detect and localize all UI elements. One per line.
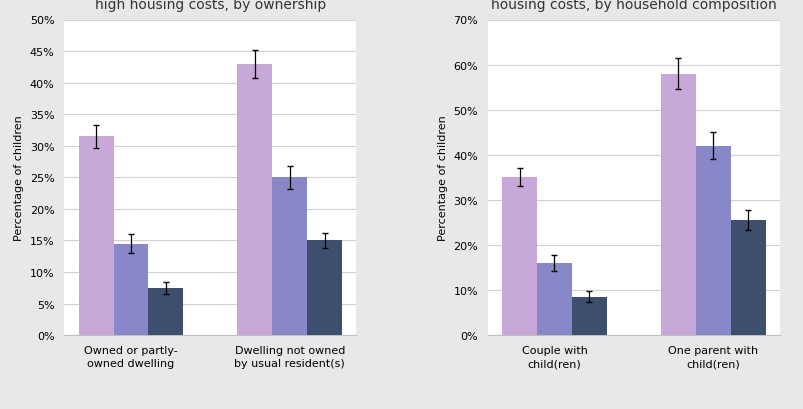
Bar bbox=[237, 65, 272, 335]
Bar bbox=[113, 244, 149, 335]
Y-axis label: Percentage of children: Percentage of children bbox=[14, 115, 24, 240]
Title: Figure 4: Children in households with
high housing costs, by ownership: Figure 4: Children in households with hi… bbox=[82, 0, 338, 12]
Bar bbox=[502, 178, 536, 335]
Bar bbox=[571, 297, 606, 335]
Bar bbox=[536, 263, 571, 335]
Bar bbox=[660, 74, 695, 335]
Y-axis label: Percentage of children: Percentage of children bbox=[438, 115, 447, 240]
Title: Figure 5: Children in households high
housing costs, by household composition: Figure 5: Children in households high ho… bbox=[491, 0, 776, 12]
Bar bbox=[307, 241, 341, 335]
Bar bbox=[272, 178, 307, 335]
Bar bbox=[79, 137, 113, 335]
Bar bbox=[730, 221, 764, 335]
Bar bbox=[695, 146, 730, 335]
Bar bbox=[149, 288, 183, 335]
